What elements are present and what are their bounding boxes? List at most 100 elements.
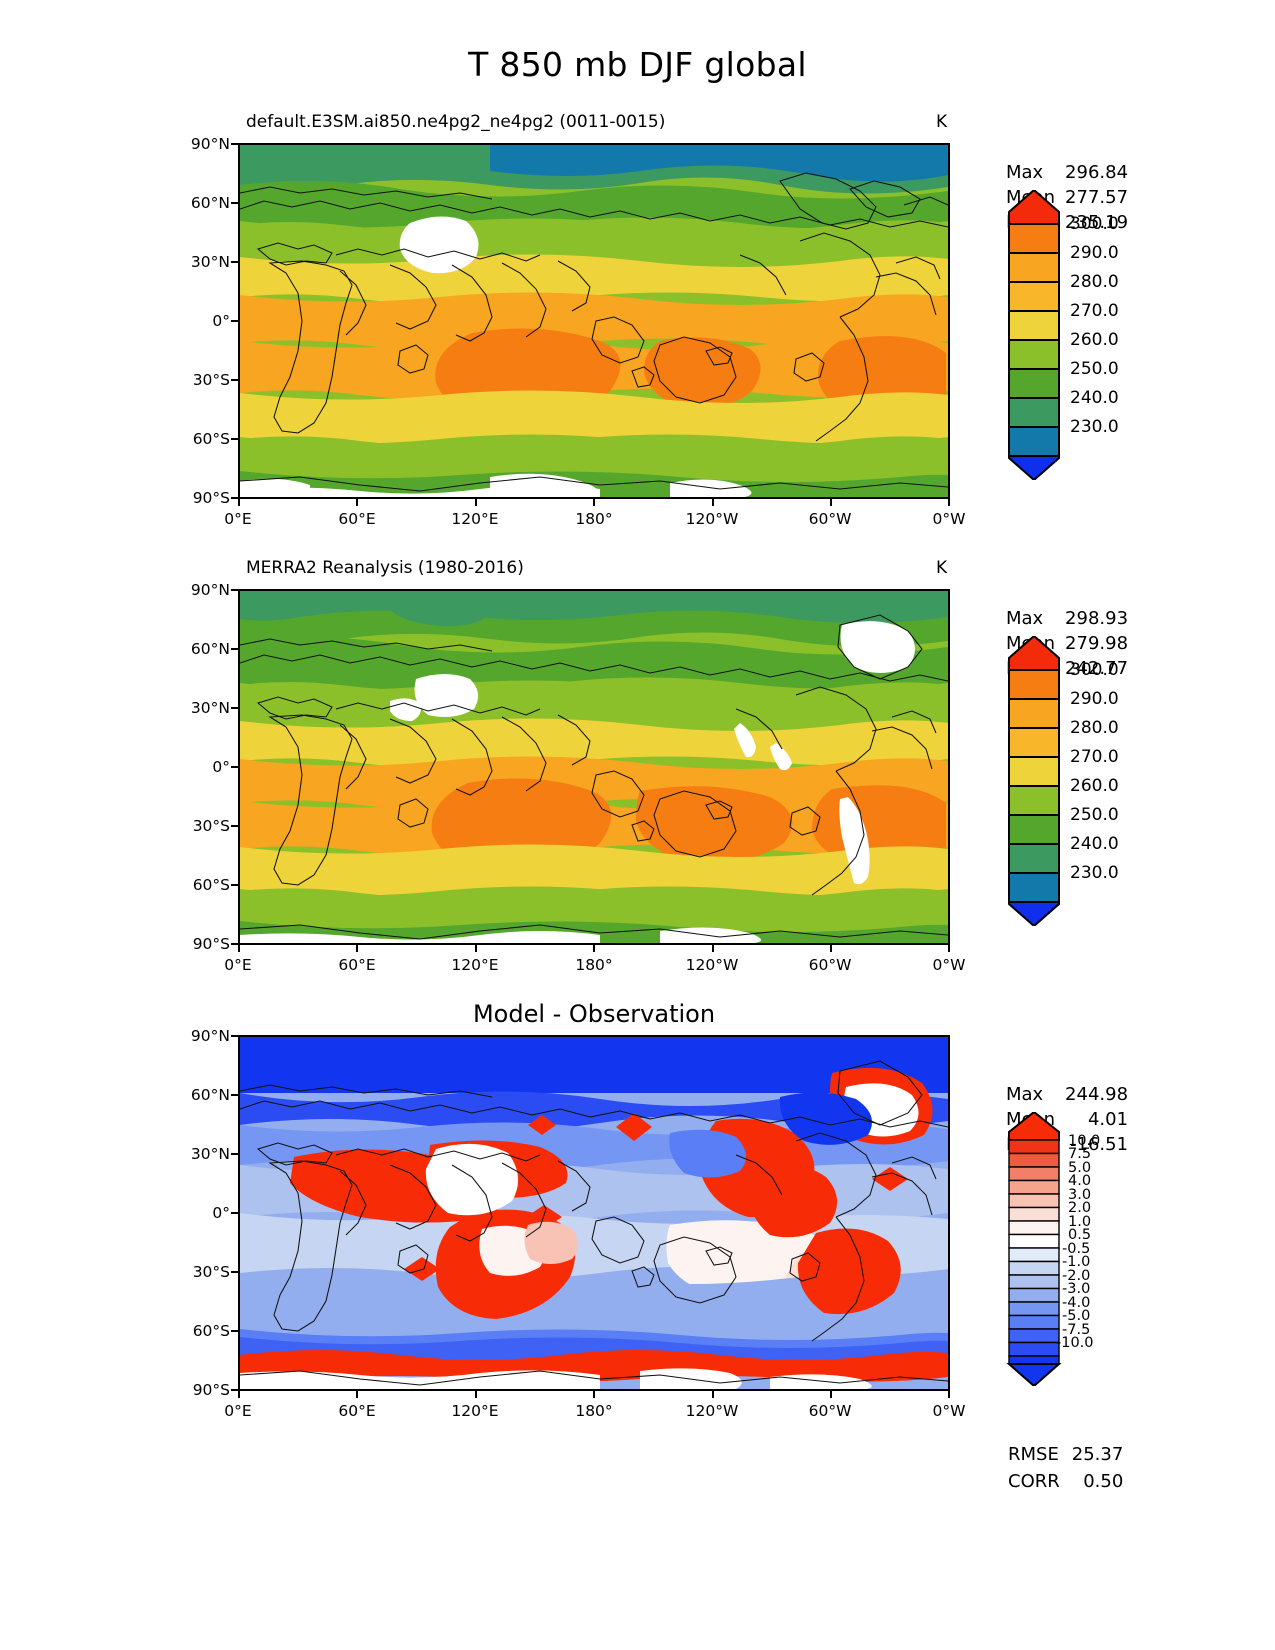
- colorbar-difference-label-13: -5.0: [1062, 1308, 1091, 1324]
- stats-observation-max-value: 298.93: [1065, 608, 1129, 629]
- corr-label: CORR: [1008, 1471, 1060, 1492]
- colorbar-observation-label-3: 270.0: [1070, 747, 1119, 767]
- colorbar-observation-label-2: 280.0: [1070, 718, 1119, 738]
- stats-difference-mean-value: 4.01: [1087, 1109, 1129, 1130]
- stats-observation-min-value: 242.77: [1065, 658, 1129, 679]
- xtick-difference-4: 120°W: [685, 1402, 739, 1420]
- xtickmark-observation-6: [948, 945, 950, 952]
- colorbar-model-swatches: [1008, 188, 1060, 482]
- ytick-model-1: 60°N: [190, 194, 230, 212]
- ytick-observation-2: 30°N: [190, 699, 230, 717]
- ytickmark-model-3: [231, 320, 238, 322]
- colorbar-difference-label-6: 1.0: [1068, 1214, 1092, 1230]
- colorbar-observation-label-5: 250.0: [1070, 805, 1119, 825]
- stats-difference-min-value: -16.51: [1070, 1134, 1129, 1155]
- figure-title: T 850 mb DJF global: [468, 45, 807, 84]
- ytick-observation-5: 60°S: [192, 876, 230, 894]
- ytickmark-difference-2: [231, 1153, 238, 1155]
- xtickmark-observation-5: [830, 945, 832, 952]
- colorbar-model-label-2: 280.0: [1070, 272, 1119, 292]
- ytickmark-difference-1: [231, 1094, 238, 1096]
- xtickmark-difference-3: [593, 1391, 595, 1398]
- xtickmark-model-2: [475, 499, 477, 506]
- ytick-model-4: 30°S: [192, 371, 230, 389]
- ytickmark-difference-0: [231, 1035, 238, 1037]
- colorbar-observation-swatches: [1008, 634, 1060, 928]
- xtickmark-difference-0: [238, 1391, 240, 1398]
- xtick-model-4: 120°W: [685, 510, 739, 528]
- ytick-difference-3: 0°: [212, 1204, 230, 1222]
- xtickmark-observation-0: [238, 945, 240, 952]
- xtickmark-model-5: [830, 499, 832, 506]
- colorbar-observation-label-0: 300.0: [1070, 660, 1119, 680]
- ytickmark-difference-3: [231, 1212, 238, 1214]
- colorbar-model-label-3: 270.0: [1070, 301, 1119, 321]
- ytickmark-model-4: [231, 379, 238, 381]
- xtick-observation-0: 0°E: [224, 956, 252, 974]
- xtick-difference-5: 60°W: [808, 1402, 852, 1420]
- ytick-difference-4: 30°S: [192, 1263, 230, 1281]
- ytick-difference-1: 60°N: [190, 1086, 230, 1104]
- ytickmark-observation-0: [231, 589, 238, 591]
- colorbar-model: 300.0 290.0 280.0 270.0 260.0 250.0 240.…: [1006, 188, 1119, 484]
- ytick-observation-1: 60°N: [190, 640, 230, 658]
- xtickmark-model-3: [593, 499, 595, 506]
- colorbar-difference-label-0: 10.0: [1068, 1133, 1101, 1149]
- colorbar-difference-label-14: -7.5: [1062, 1322, 1091, 1338]
- ytick-model-3: 0°: [212, 312, 230, 330]
- xtick-model-2: 120°E: [451, 510, 499, 528]
- panel-model-title: default.E3SM.ai850.ne4pg2_ne4pg2 (0011-0…: [246, 112, 666, 132]
- xtick-model-1: 60°E: [338, 510, 376, 528]
- ytick-observation-4: 30°S: [192, 817, 230, 835]
- colorbar-difference-swatches: [1006, 1110, 1062, 1388]
- panel-difference-title: Model - Observation: [472, 1000, 716, 1028]
- colorbar-observation-label-1: 290.0: [1070, 689, 1119, 709]
- colorbar-difference-label-2: 5.0: [1068, 1160, 1092, 1176]
- map-difference-canvas: [240, 1037, 948, 1389]
- ytickmark-model-5: [231, 438, 238, 440]
- colorbar-model-label-0: 300.0: [1070, 214, 1119, 234]
- panel-model-unit: K: [936, 112, 948, 132]
- ytick-difference-2: 30°N: [190, 1145, 230, 1163]
- colorbar-difference-label-1: 7.5: [1068, 1146, 1092, 1162]
- colorbar-model-label-4: 260.0: [1070, 330, 1119, 350]
- xtickmark-model-6: [948, 499, 950, 506]
- xtick-observation-1: 60°E: [338, 956, 376, 974]
- colorbar-observation: 300.0 290.0 280.0 270.0 260.0 250.0 240.…: [1006, 634, 1119, 930]
- stats-difference-max-value: 244.98: [1065, 1084, 1129, 1105]
- ytick-model-0: 90°N: [190, 135, 230, 153]
- xtickmark-model-1: [356, 499, 358, 506]
- colorbar-observation-label-6: 240.0: [1070, 834, 1119, 854]
- xtickmark-difference-2: [475, 1391, 477, 1398]
- colorbar-difference-label-8: -0.5: [1062, 1241, 1091, 1257]
- xtick-difference-3: 180°: [575, 1402, 613, 1420]
- ytickmark-difference-6: [231, 1389, 238, 1391]
- ytick-difference-5: 60°S: [192, 1322, 230, 1340]
- xtickmark-observation-4: [712, 945, 714, 952]
- stats-model-mean-value: 277.57: [1065, 187, 1129, 208]
- ytick-difference-6: 90°S: [192, 1381, 230, 1399]
- ytickmark-difference-4: [231, 1271, 238, 1273]
- xtick-model-6: 0°W: [932, 510, 966, 528]
- colorbar-difference-label-7: 0.5: [1068, 1227, 1092, 1243]
- xtickmark-difference-4: [712, 1391, 714, 1398]
- map-model-canvas: [240, 145, 948, 497]
- xtickmark-observation-1: [356, 945, 358, 952]
- xtick-observation-3: 180°: [575, 956, 613, 974]
- xtick-difference-2: 120°E: [451, 1402, 499, 1420]
- stats-model-max-label: Max: [1006, 162, 1044, 183]
- ytickmark-model-0: [231, 143, 238, 145]
- colorbar-difference: 10.0 7.5 5.0 4.0 3.0 2.0 1.0 0.5 -0.5 -1…: [1006, 1110, 1100, 1390]
- ytick-observation-6: 90°S: [192, 935, 230, 953]
- ytick-model-6: 90°S: [192, 489, 230, 507]
- colorbar-difference-label-10: -2.0: [1062, 1268, 1091, 1284]
- stats-observation-max-label: Max: [1006, 608, 1044, 629]
- xtick-observation-5: 60°W: [808, 956, 852, 974]
- ytickmark-observation-3: [231, 766, 238, 768]
- colorbar-model-label-1: 290.0: [1070, 243, 1119, 263]
- ytickmark-model-6: [231, 497, 238, 499]
- xtick-difference-1: 60°E: [338, 1402, 376, 1420]
- ytickmark-difference-5: [231, 1330, 238, 1332]
- xtickmark-observation-2: [475, 945, 477, 952]
- rmse-label: RMSE: [1008, 1444, 1059, 1465]
